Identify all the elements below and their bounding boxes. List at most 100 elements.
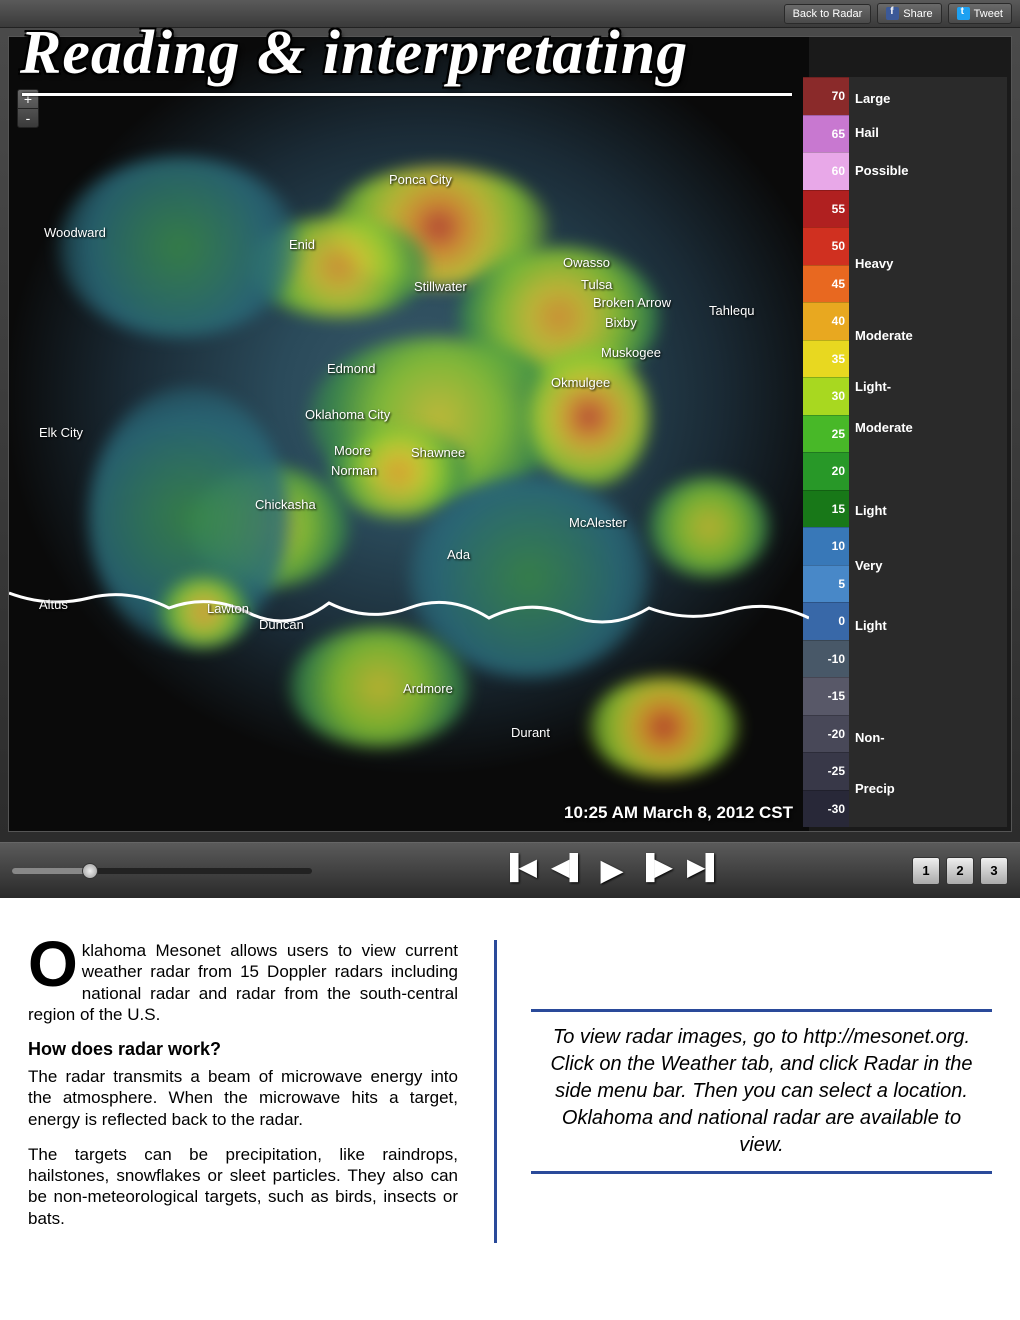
tweet-label: Tweet <box>974 8 1003 20</box>
legend-label: Light <box>855 473 1001 549</box>
legend-cell: -25 <box>803 752 849 790</box>
timeline-knob[interactable] <box>82 863 98 879</box>
legend-cell: -20 <box>803 715 849 753</box>
paragraph-2: The targets can be precipitation, like r… <box>28 1144 458 1229</box>
radar-echo <box>529 347 649 487</box>
legend-label <box>855 452 1001 473</box>
legend-label: Possible <box>855 150 1001 191</box>
tweet-button[interactable]: Tweet <box>948 3 1012 24</box>
legend: 7065605550454035302520151050-10-15-20-25… <box>803 77 1007 827</box>
city-label: Broken Arrow <box>593 295 671 310</box>
legend-cell: 30 <box>803 377 849 415</box>
playback-controls: ▐◀ ◀▌ ▶ ▐▶ ▶▌ 123 <box>0 842 1020 898</box>
zoom-in-button[interactable]: + <box>18 90 38 109</box>
speed-3-button[interactable]: 3 <box>980 857 1008 885</box>
share-button[interactable]: Share <box>877 3 941 24</box>
city-label: Shawnee <box>411 445 465 460</box>
legend-label: Light <box>855 583 1001 669</box>
city-label: Ardmore <box>403 681 453 696</box>
legend-cell: 5 <box>803 565 849 603</box>
article-left-column: Oklahoma Mesonet allows users to view cu… <box>28 940 458 1243</box>
speed-2-button[interactable]: 2 <box>946 857 974 885</box>
speed-1-button[interactable]: 1 <box>912 857 940 885</box>
city-label: Tulsa <box>581 277 612 292</box>
how-heading: How does radar work? <box>28 1039 458 1060</box>
legend-label: Light- <box>855 370 1001 404</box>
city-label: Ponca City <box>389 172 452 187</box>
state-border <box>9 573 809 653</box>
legend-cell: -30 <box>803 790 849 828</box>
legend-label: Large <box>855 81 1001 115</box>
legend-label <box>855 668 1001 720</box>
legend-label: Heavy <box>855 225 1001 301</box>
city-label: Okmulgee <box>551 375 610 390</box>
city-label: Stillwater <box>414 279 467 294</box>
dropcap: O <box>28 940 78 990</box>
skip-forward-button[interactable]: ▶▌ <box>687 853 722 888</box>
city-label: Tahlequ <box>709 303 755 318</box>
city-label: Edmond <box>327 361 375 376</box>
radar-echo <box>649 477 769 577</box>
legend-cell: 20 <box>803 452 849 490</box>
city-label: Ada <box>447 547 470 562</box>
step-back-button[interactable]: ◀▌ <box>551 853 586 888</box>
city-label: Oklahoma City <box>305 407 390 422</box>
zoom-out-button[interactable]: - <box>18 109 38 127</box>
legend-cell: 50 <box>803 227 849 265</box>
radar-widget: + - Ponca CityWoodwardEnidOwassoStillwat… <box>0 28 1020 898</box>
radar-echo <box>59 157 299 337</box>
timeline-slider[interactable] <box>12 868 312 874</box>
callout-box: To view radar images, go to http://meson… <box>531 1009 992 1174</box>
step-forward-button[interactable]: ▐▶ <box>638 853 673 888</box>
city-label: Chickasha <box>255 497 316 512</box>
legend-cell: 40 <box>803 302 849 340</box>
legend-label <box>855 191 1001 225</box>
legend-label: Very <box>855 548 1001 582</box>
legend-label: Moderate <box>855 404 1001 452</box>
skip-back-button[interactable]: ▐◀ <box>502 853 537 888</box>
back-to-radar-button[interactable]: Back to Radar <box>784 4 872 24</box>
play-button[interactable]: ▶ <box>600 853 623 888</box>
city-label: Lawton <box>207 601 249 616</box>
city-label: Owasso <box>563 255 610 270</box>
legend-cell: 15 <box>803 490 849 528</box>
city-label: Woodward <box>44 225 106 240</box>
zoom-control: + - <box>17 89 39 128</box>
city-label: Bixby <box>605 315 637 330</box>
legend-label: Precip <box>855 754 1001 823</box>
legend-cell: 65 <box>803 115 849 153</box>
twitter-icon <box>957 7 970 20</box>
legend-cell: 60 <box>803 152 849 190</box>
legend-cell: 70 <box>803 77 849 115</box>
city-label: McAlester <box>569 515 627 530</box>
legend-cell: 55 <box>803 190 849 228</box>
city-label: Muskogee <box>601 345 661 360</box>
legend-cell: 0 <box>803 602 849 640</box>
timestamp: 10:25 AM March 8, 2012 CST <box>564 803 793 823</box>
legend-cell: 45 <box>803 265 849 303</box>
intro-paragraph: Oklahoma Mesonet allows users to view cu… <box>28 940 458 1025</box>
legend-cell: 35 <box>803 340 849 378</box>
top-bar: Back to Radar Share Tweet <box>0 0 1020 28</box>
paragraph-1: The radar transmits a beam of microwave … <box>28 1066 458 1130</box>
city-label: Altus <box>39 597 68 612</box>
back-label: Back to Radar <box>793 8 863 20</box>
legend-cell: 10 <box>803 527 849 565</box>
city-label: Durant <box>511 725 550 740</box>
city-label: Duncan <box>259 617 304 632</box>
radar-echo <box>589 677 739 777</box>
intro-text: klahoma Mesonet allows users to view cur… <box>28 941 458 1024</box>
play-buttons: ▐◀ ◀▌ ▶ ▐▶ ▶▌ <box>322 853 902 888</box>
facebook-icon <box>886 7 899 20</box>
legend-cell: -15 <box>803 677 849 715</box>
radar-body: + - Ponca CityWoodwardEnidOwassoStillwat… <box>8 36 1012 832</box>
legend-label: Moderate <box>855 301 1001 370</box>
legend-label: Non- <box>855 720 1001 754</box>
legend-label: Hail <box>855 115 1001 149</box>
city-label: Moore <box>334 443 371 458</box>
radar-map[interactable]: + - Ponca CityWoodwardEnidOwassoStillwat… <box>9 37 809 832</box>
speed-selector: 123 <box>912 857 1008 885</box>
legend-cell: 25 <box>803 415 849 453</box>
article: Oklahoma Mesonet allows users to view cu… <box>0 920 1020 1263</box>
timeline-fill <box>12 868 90 874</box>
